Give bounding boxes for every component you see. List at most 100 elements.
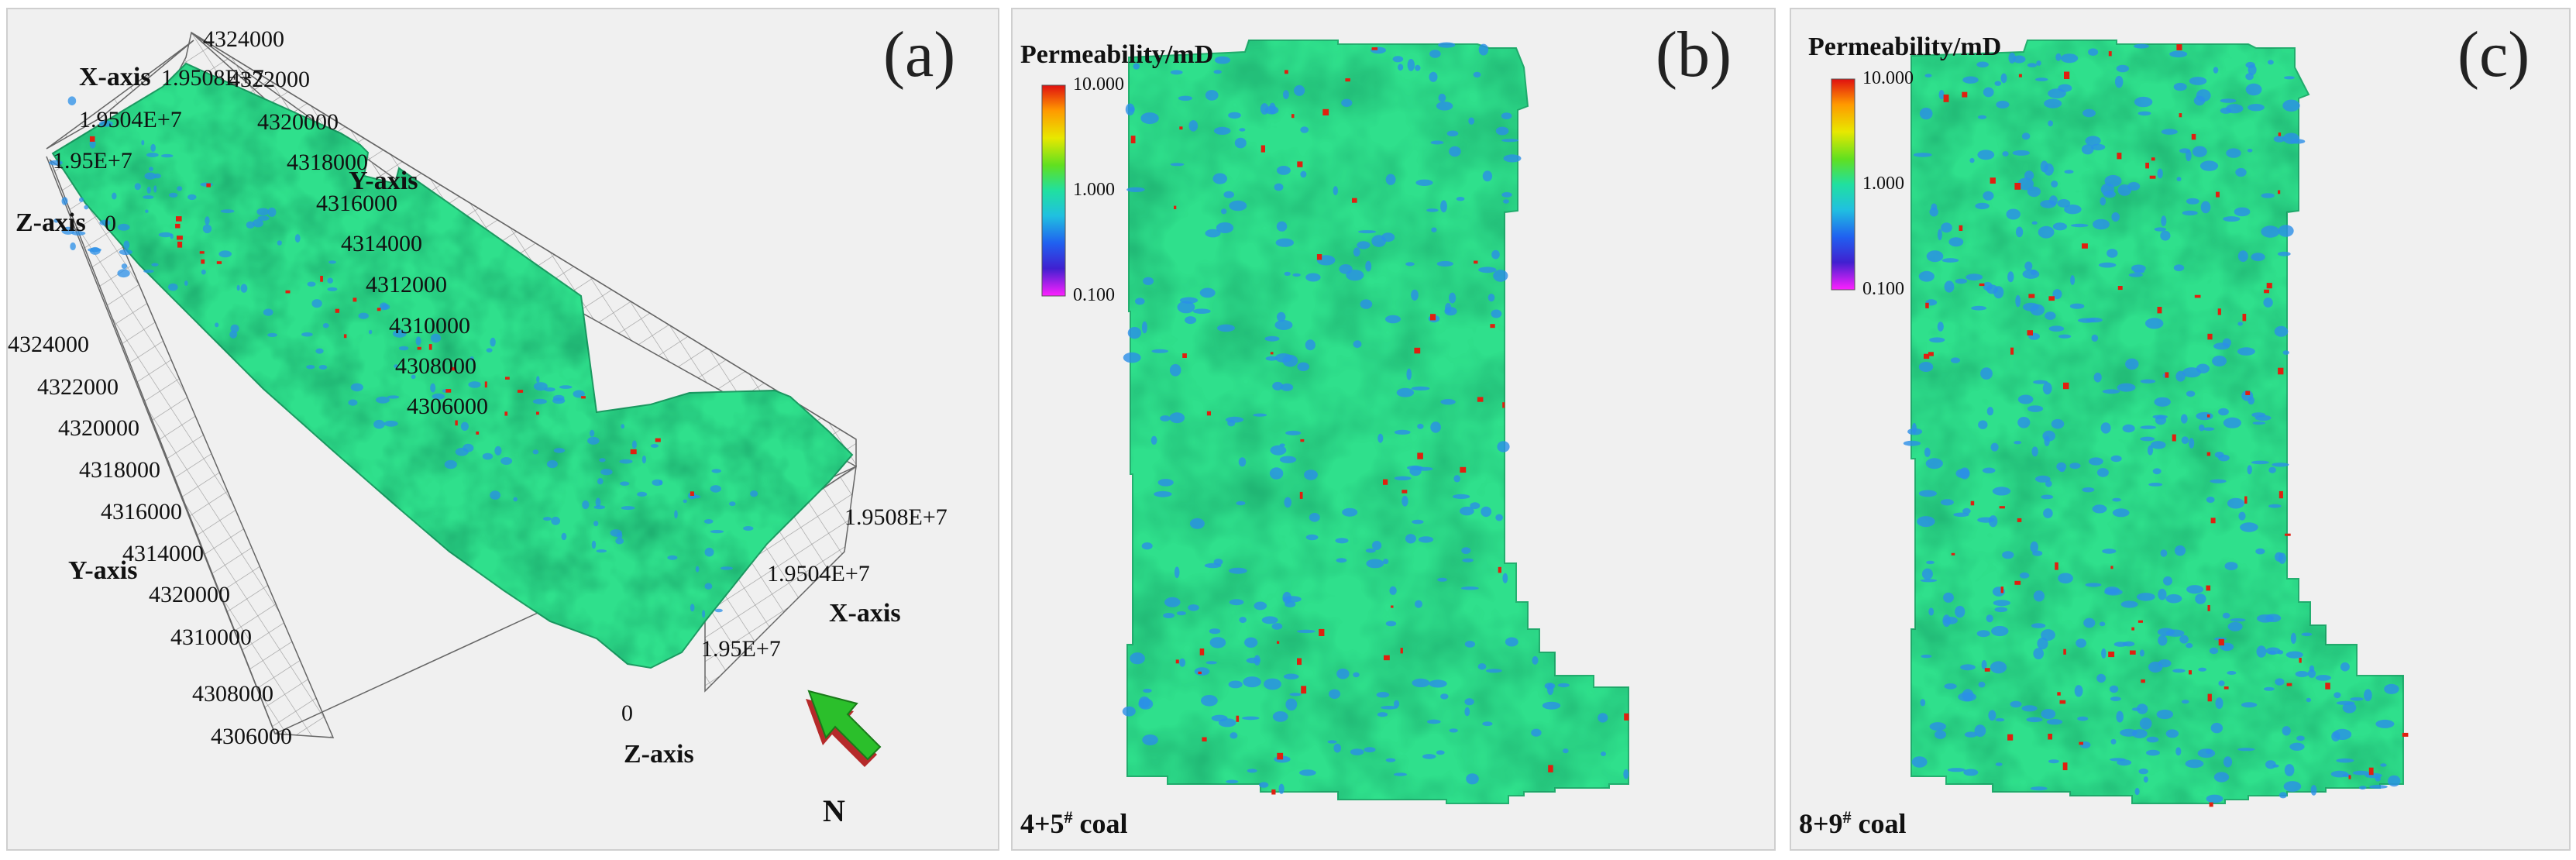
high-permeability-speck	[1548, 765, 1553, 772]
low-permeability-speck	[2045, 480, 2052, 487]
low-permeability-speck	[631, 440, 637, 449]
low-permeability-speck	[2019, 572, 2030, 579]
low-permeability-speck	[1453, 475, 1460, 483]
left-y-tick-4: 4316000	[101, 499, 182, 525]
low-permeability-speck	[1230, 732, 1238, 739]
high-permeability-speck	[1300, 439, 1305, 442]
low-permeability-speck	[1229, 599, 1244, 606]
low-permeability-speck	[2088, 48, 2099, 56]
panel-b-svg	[1041, 40, 1629, 804]
low-permeability-speck	[327, 277, 334, 284]
high-permeability-speck	[1316, 254, 1322, 260]
low-permeability-speck	[1275, 238, 1294, 247]
colorbar-tick-b-mid: 1.000	[1073, 180, 1115, 200]
high-permeability-speck	[335, 308, 339, 313]
low-permeability-speck	[267, 207, 277, 217]
low-permeability-speck	[2026, 717, 2043, 723]
low-permeability-speck	[2041, 709, 2056, 719]
low-permeability-speck	[2235, 167, 2247, 177]
low-permeability-speck	[1336, 668, 1350, 679]
high-permeability-speck	[2117, 153, 2122, 160]
low-permeability-speck	[2277, 251, 2291, 256]
high-permeability-speck	[476, 432, 480, 435]
low-permeability-speck	[2181, 436, 2189, 445]
low-permeability-speck	[1988, 710, 1996, 721]
high-permeability-speck	[2137, 620, 2143, 623]
low-permeability-speck	[149, 167, 153, 171]
high-permeability-speck	[199, 251, 205, 254]
low-permeability-speck	[1174, 566, 1180, 579]
low-permeability-speck	[2151, 441, 2166, 449]
low-permeability-speck	[1394, 772, 1407, 776]
low-permeability-speck	[2165, 629, 2185, 637]
low-permeability-speck	[621, 506, 635, 511]
low-permeability-speck	[1160, 415, 1171, 421]
low-permeability-speck	[1283, 673, 1299, 679]
low-permeability-speck	[134, 183, 141, 191]
low-permeability-speck	[1365, 548, 1376, 553]
low-permeability-speck	[1481, 506, 1492, 518]
right-x-tick-0: 1.9508E+7	[844, 504, 948, 530]
low-permeability-speck	[2038, 225, 2055, 239]
low-permeability-speck	[1264, 105, 1279, 115]
low-permeability-speck	[1532, 655, 1539, 665]
low-permeability-speck	[1501, 192, 1512, 198]
low-permeability-speck	[1178, 95, 1192, 101]
high-permeability-speck	[484, 381, 487, 388]
low-permeability-speck	[2196, 89, 2211, 102]
low-permeability-speck	[1430, 421, 1441, 433]
low-permeability-speck	[350, 383, 363, 392]
high-permeability-speck	[451, 366, 456, 371]
low-permeability-speck	[2044, 98, 2062, 108]
low-permeability-speck	[690, 604, 695, 612]
low-permeability-speck	[1503, 154, 1522, 163]
low-permeability-speck	[2134, 270, 2144, 273]
top-y-tick-2: 4320000	[257, 109, 339, 135]
low-permeability-speck	[1336, 558, 1347, 563]
low-permeability-speck	[1188, 120, 1199, 132]
low-permeability-speck	[1438, 42, 1456, 48]
low-permeability-speck	[2336, 758, 2354, 763]
low-permeability-speck	[1495, 126, 1509, 136]
low-permeability-speck	[2117, 184, 2132, 196]
low-permeability-speck	[1962, 507, 1971, 514]
low-permeability-speck	[2154, 397, 2171, 407]
high-permeability-speck	[176, 216, 182, 222]
low-permeability-speck	[1226, 779, 1239, 784]
low-permeability-speck	[2161, 215, 2167, 227]
high-permeability-speck	[1297, 658, 1302, 666]
low-permeability-speck	[1209, 628, 1221, 635]
low-permeability-speck	[2222, 612, 2230, 619]
low-permeability-speck	[1213, 559, 1223, 566]
low-permeability-speck	[1305, 273, 1321, 282]
top-y-tick-3: 4318000	[287, 150, 368, 175]
high-permeability-speck	[1430, 314, 1436, 321]
panel-b-letter: (b)	[1656, 19, 1732, 91]
low-permeability-speck	[2021, 705, 2038, 712]
low-permeability-speck	[2048, 88, 2066, 98]
low-permeability-speck	[2289, 742, 2305, 751]
low-permeability-speck	[593, 521, 599, 527]
low-permeability-speck	[1415, 600, 1422, 608]
low-permeability-speck	[2110, 738, 2117, 745]
low-permeability-speck	[1950, 357, 1961, 363]
high-permeability-speck	[2206, 585, 2211, 591]
low-permeability-speck	[1333, 743, 1341, 753]
low-permeability-speck	[2301, 632, 2313, 637]
colorbar-c	[1831, 78, 1855, 291]
top-y-tick-4: 4316000	[316, 191, 397, 216]
low-permeability-speck	[1963, 769, 1979, 776]
low-permeability-speck	[1992, 487, 2011, 496]
high-permeability-speck	[1277, 641, 1280, 644]
low-permeability-speck	[1209, 637, 1226, 648]
low-permeability-speck	[1918, 270, 1935, 282]
low-permeability-speck	[1216, 222, 1234, 233]
low-permeability-speck	[2272, 463, 2289, 467]
high-permeability-speck	[2172, 434, 2176, 442]
low-permeability-speck	[1462, 558, 1474, 562]
low-permeability-speck	[1238, 457, 1247, 467]
low-permeability-speck	[1122, 706, 1136, 717]
high-permeability-speck	[1384, 655, 1390, 661]
colorbar-tick-c-mid: 1.000	[1862, 174, 1904, 194]
low-permeability-speck	[2051, 181, 2058, 187]
